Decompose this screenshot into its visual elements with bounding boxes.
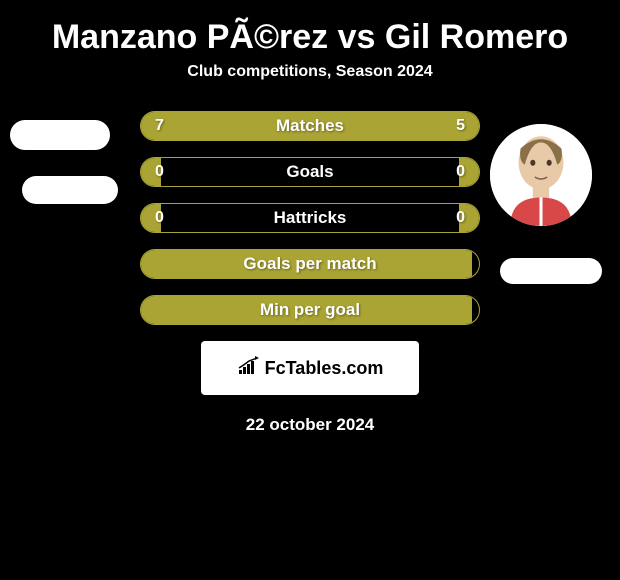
stat-label: Hattricks: [274, 208, 347, 228]
stat-value-right: 0: [456, 209, 465, 227]
stat-value-left: 7: [155, 117, 164, 135]
stat-row: Hattricks 0 0: [140, 203, 480, 233]
player-right-avatar: [490, 124, 592, 226]
chart-icon: [237, 356, 261, 381]
person-icon: [490, 124, 592, 226]
logo-text: FcTables.com: [265, 358, 384, 379]
stat-value-left: 0: [155, 163, 164, 181]
stat-row: Min per goal: [140, 295, 480, 325]
stat-value-right: 0: [456, 163, 465, 181]
stat-row: Goals 0 0: [140, 157, 480, 187]
page-title: Manzano PÃ©rez vs Gil Romero: [0, 18, 620, 57]
stat-label: Goals per match: [243, 254, 376, 274]
stat-value-right: 5: [456, 117, 465, 135]
stat-row: Goals per match: [140, 249, 480, 279]
date-text: 22 october 2024: [0, 415, 620, 435]
stat-label: Min per goal: [260, 300, 360, 320]
stat-value-left: 0: [155, 209, 164, 227]
player-right-placeholder: [500, 258, 602, 284]
logo-box: FcTables.com: [201, 341, 419, 395]
player-left-avatar: [10, 120, 110, 150]
stats-area: Matches 7 5 Goals 0 0 Hattricks 0 0 Goals per mat…: [140, 111, 480, 325]
stat-label: Matches: [276, 116, 344, 136]
subtitle: Club competitions, Season 2024: [0, 63, 620, 81]
stat-row: Matches 7 5: [140, 111, 480, 141]
player-left-placeholder: [22, 176, 118, 204]
stat-label: Goals: [286, 162, 333, 182]
